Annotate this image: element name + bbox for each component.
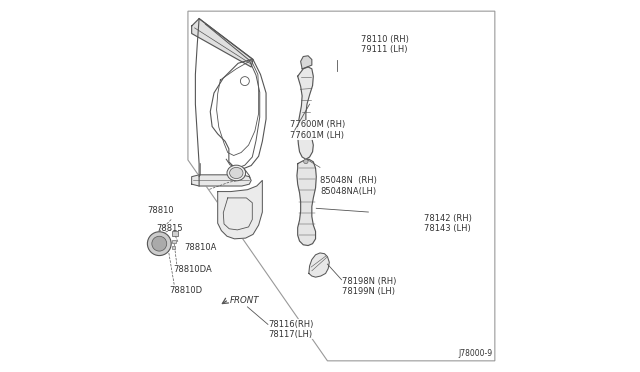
Circle shape — [147, 232, 172, 256]
Text: 85048N  (RH)
85048NA(LH): 85048N (RH) 85048NA(LH) — [320, 176, 377, 196]
Text: 78810D: 78810D — [170, 286, 202, 295]
Polygon shape — [218, 180, 262, 239]
Circle shape — [152, 236, 167, 251]
Text: FRONT: FRONT — [230, 296, 259, 305]
Text: 78116(RH)
78117(LH): 78116(RH) 78117(LH) — [268, 320, 314, 339]
Ellipse shape — [230, 167, 243, 179]
Polygon shape — [298, 67, 314, 159]
Text: 77600M (RH)
77601M (LH): 77600M (RH) 77601M (LH) — [291, 121, 346, 140]
Text: 78198N (RH)
78199N (LH): 78198N (RH) 78199N (LH) — [342, 277, 397, 296]
FancyBboxPatch shape — [172, 246, 175, 249]
Text: 78810DA: 78810DA — [173, 265, 212, 274]
Text: 78142 (RH)
78143 (LH): 78142 (RH) 78143 (LH) — [424, 214, 472, 233]
Text: 78810: 78810 — [147, 206, 173, 215]
Polygon shape — [297, 159, 316, 246]
Circle shape — [303, 159, 308, 164]
Polygon shape — [301, 56, 312, 69]
Polygon shape — [191, 19, 253, 67]
Polygon shape — [191, 175, 251, 186]
Ellipse shape — [227, 165, 246, 181]
Text: J78000-9: J78000-9 — [459, 349, 493, 358]
Polygon shape — [309, 253, 330, 277]
Text: 78810A: 78810A — [184, 243, 216, 252]
Text: 78815: 78815 — [156, 224, 183, 233]
FancyBboxPatch shape — [172, 231, 178, 236]
Text: 78110 (RH)
79111 (LH): 78110 (RH) 79111 (LH) — [361, 35, 409, 54]
FancyBboxPatch shape — [172, 240, 175, 243]
